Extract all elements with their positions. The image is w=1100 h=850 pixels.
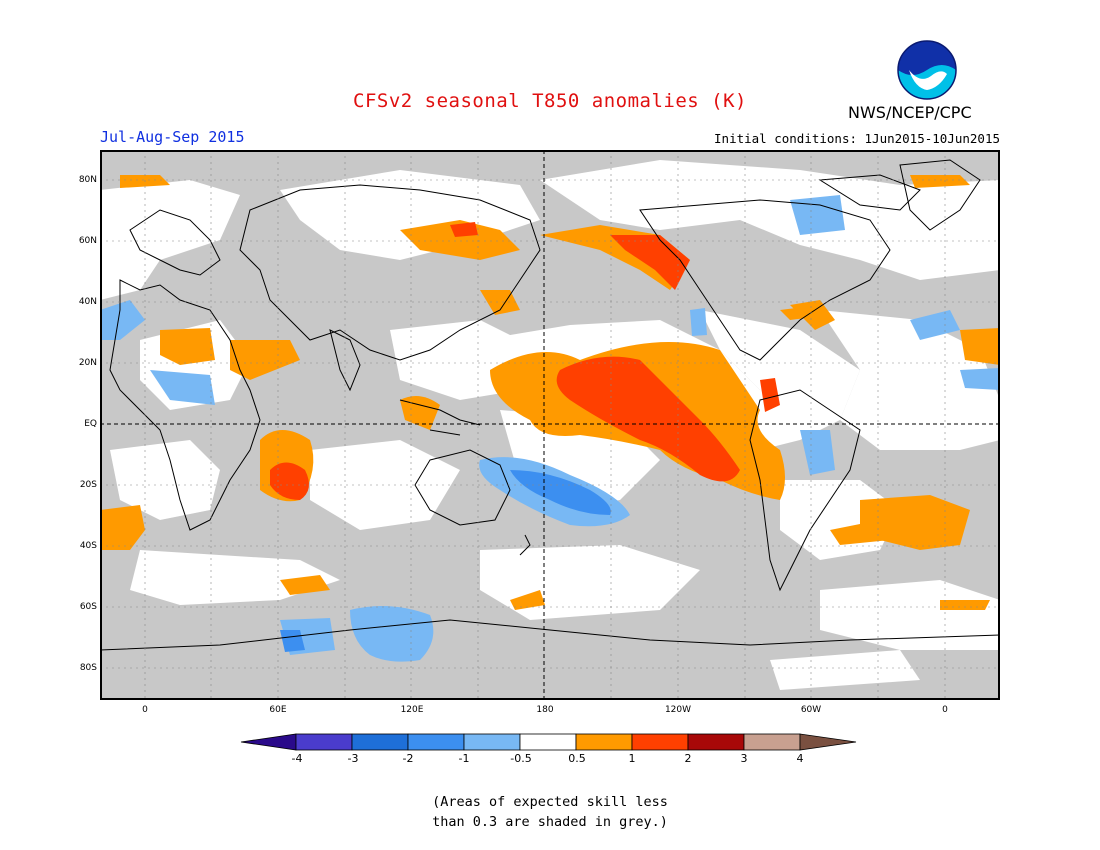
map-title: CFSv2 seasonal T850 anomalies (K) [353,90,747,112]
colorbar-label: -1 [458,752,470,765]
lat-label: 60N [78,236,97,246]
colorbar-segment [295,733,353,751]
graticule [100,150,1000,700]
colorbar-label: 4 [796,752,804,765]
lon-label: 120W [664,705,692,715]
colorbar-segment [519,733,577,751]
colorbar-segment [687,733,745,751]
lat-label: EQ [84,419,97,429]
colorbar-label: -3 [347,752,359,765]
skill-note-line1: (Areas of expected skill less [432,794,668,810]
lon-label: 120E [400,705,424,715]
colorbar-segment [743,733,801,751]
lat-label: 60S [79,602,97,612]
anomaly-map [100,150,1000,700]
lat-label: 20S [79,480,97,490]
noaa-logo [897,40,957,100]
lat-label: 40N [78,297,97,307]
colorbar-segment [351,733,409,751]
colorbar-label: 0.5 [568,752,586,765]
colorbar-label: -0.5 [510,752,532,765]
colorbar-label: 3 [740,752,748,765]
warm-anomaly-1-2 [270,222,780,500]
colorbar-segment [575,733,633,751]
map-frame [100,150,1000,700]
lat-label: 80N [78,175,97,185]
skill-note-line2: than 0.3 are shaded in grey.) [432,814,668,830]
agency-label: NWS/NCEP/CPC [848,103,972,122]
season-label: Jul-Aug-Sep 2015 [100,128,245,146]
colorbar [240,733,857,751]
colorbar-label: 2 [684,752,692,765]
skill-note: (Areas of expected skill less than 0.3 a… [0,792,1100,832]
coastlines [100,159,1000,651]
colorbar-segment [799,733,857,751]
lon-label: 180 [536,705,554,715]
initial-conditions-label: Initial conditions: 1Jun2015-10Jun2015 [714,131,1000,146]
colorbar-label: 1 [628,752,636,765]
lat-label: 20N [78,358,97,368]
colorbar-segment [463,733,521,751]
colorbar-label: -4 [291,752,303,765]
colorbar-segment [240,733,297,751]
colorbar-segment [407,733,465,751]
lon-label: 0 [942,705,948,715]
lon-label: 60E [269,705,287,715]
lat-label: 40S [79,541,97,551]
colorbar-label: -2 [402,752,414,765]
lon-label: 60W [800,705,822,715]
lon-label: 0 [142,705,148,715]
lat-label: 80S [79,663,97,673]
colorbar-segment [631,733,689,751]
